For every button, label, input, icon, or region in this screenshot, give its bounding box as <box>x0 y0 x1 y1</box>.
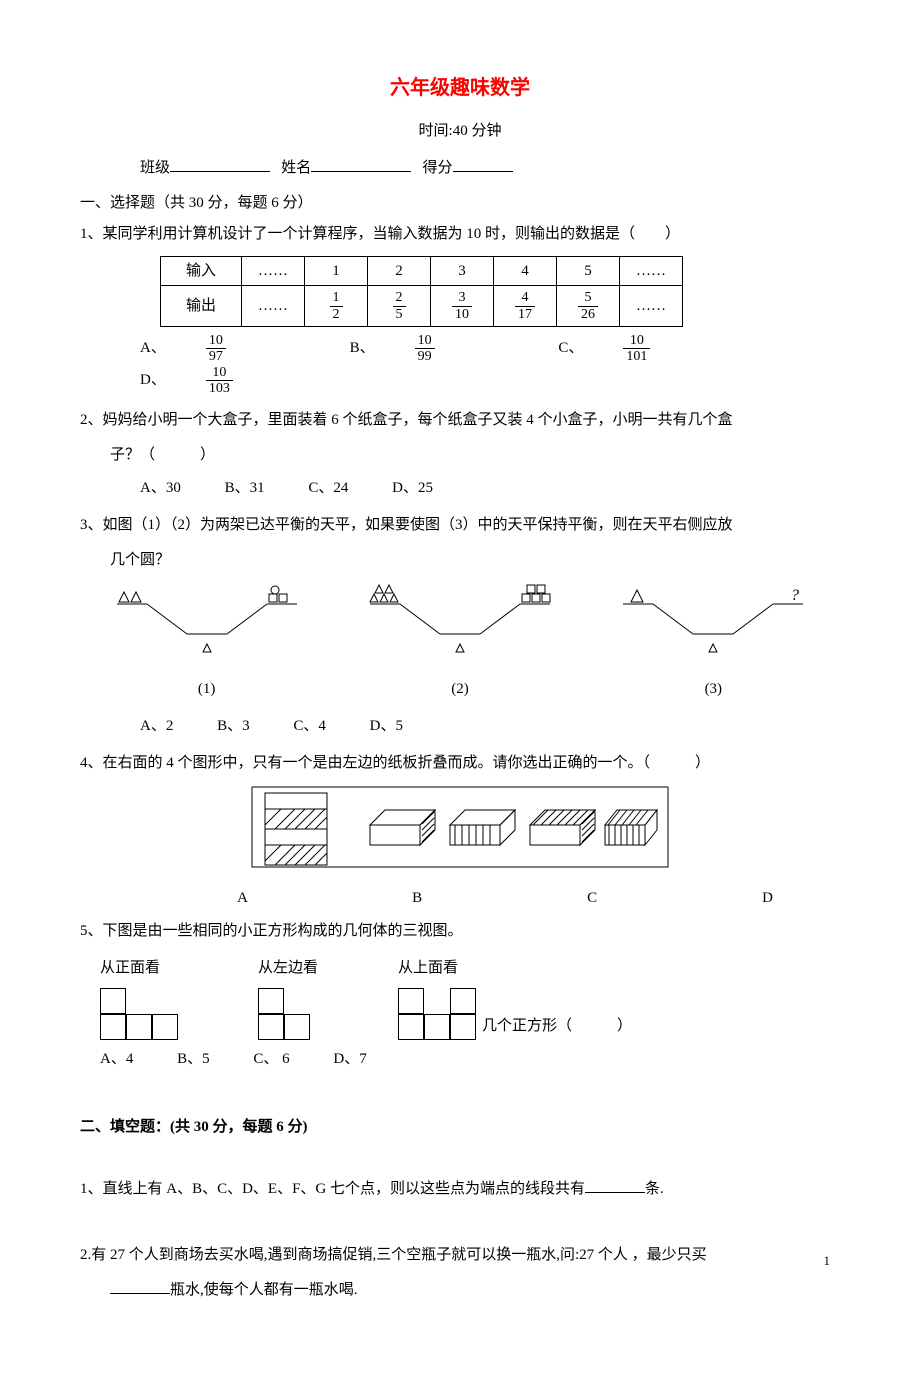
q1-input-label: 输入 <box>161 257 242 286</box>
q5-text: 5、下图是由一些相同的小正方形构成的几何体的三视图。 <box>80 918 840 945</box>
q1-output-label: 输出 <box>161 286 242 327</box>
balance-2: (2) <box>360 584 560 703</box>
q3-options: A、2 B、3 C、4 D、5 <box>140 713 840 740</box>
score-label: 得分 <box>423 160 453 176</box>
balance-1-label: (1) <box>107 676 307 703</box>
q1-table: 输入 …… 1 2 3 4 5 …… 输出 …… 12 25 310 417 5… <box>160 256 683 327</box>
s2-q2: 2.有 27 个人到商场去买水喝,遇到商场搞促销,三个空瓶子就可以换一瓶水,问:… <box>80 1242 840 1269</box>
q1-in-2: 2 <box>368 257 431 286</box>
q1-dots4: …… <box>620 286 683 327</box>
q1-out-2: 25 <box>368 286 431 327</box>
q1-out-4: 417 <box>494 286 557 327</box>
q4-text: 4、在右面的 4 个图形中，只有一个是由左边的纸板折叠而成。请你选出正确的一个。… <box>80 750 840 777</box>
name-blank <box>311 156 411 172</box>
q2-text: 2、妈妈给小明一个大盒子，里面装着 6 个纸盒子，每个纸盒子又装 4 个小盒子，… <box>80 407 840 434</box>
section2-header: 二、填空题：(共 30 分，每题 6 分) <box>80 1114 840 1141</box>
balance-3: ? (3) <box>613 584 813 703</box>
balance-1-svg <box>107 584 307 654</box>
balance-1: (1) <box>107 584 307 703</box>
balance-3-label: (3) <box>613 676 813 703</box>
q2-text-2: 子？（ ） <box>110 442 840 469</box>
q1-dots3: …… <box>242 286 305 327</box>
section1-header: 一、选择题（共 30 分，每题 6 分） <box>80 190 840 217</box>
page-number: 1 <box>824 1249 831 1272</box>
q4-svg <box>250 785 670 875</box>
q5-views: 从正面看 从左边看 从上面看 几个正方形（ ） <box>100 955 840 1040</box>
time-label: 时间:40 分钟 <box>80 118 840 145</box>
q1-in-1: 1 <box>305 257 368 286</box>
s2-q1-blank <box>585 1177 645 1193</box>
q5-options: A、4 B、5 C、 6 D、7 <box>100 1046 840 1073</box>
class-blank <box>170 156 270 172</box>
q1-in-4: 4 <box>494 257 557 286</box>
s2-q2-line2: 瓶水,使每个人都有一瓶水喝. <box>110 1277 840 1304</box>
q1-text: 1、某同学利用计算机设计了一个计算程序，当输入数据为 10 时，则输出的数据是（… <box>80 221 840 248</box>
student-info: 班级 姓名 得分 <box>140 155 840 182</box>
class-label: 班级 <box>140 160 170 176</box>
q1-in-3: 3 <box>431 257 494 286</box>
q3-text: 3、如图（1）（2）为两架已达平衡的天平，如果要使图（3）中的天平保持平衡，则在… <box>80 512 840 539</box>
s2-q2-blank <box>110 1278 170 1294</box>
q1-out-1: 12 <box>305 286 368 327</box>
view-top: 从上面看 几个正方形（ ） <box>398 955 632 1040</box>
view-left: 从左边看 <box>258 955 318 1040</box>
q1-dots2: …… <box>620 257 683 286</box>
balance-diagrams: (1) (2) <box>80 584 840 703</box>
q4-figure: A B C D <box>80 785 840 912</box>
q1-options: A、1097 B、1099 C、10101 D、10103 <box>140 333 840 397</box>
q2-options: A、30 B、31 C、24 D、25 <box>140 475 840 502</box>
page-title: 六年级趣味数学 <box>80 70 840 106</box>
view-front: 从正面看 <box>100 955 178 1040</box>
name-label: 姓名 <box>281 160 311 176</box>
balance-2-svg <box>360 584 560 654</box>
q1-out-5: 526 <box>557 286 620 327</box>
svg-text:?: ? <box>791 587 799 604</box>
score-blank <box>453 156 513 172</box>
q4-labels: A B C D <box>200 885 840 912</box>
balance-3-svg: ? <box>613 584 813 654</box>
balance-2-label: (2) <box>360 676 560 703</box>
s2-q1: 1、直线上有 A、B、C、D、E、F、G 七个点，则以这些点为端点的线段共有条. <box>80 1176 840 1203</box>
q1-out-3: 310 <box>431 286 494 327</box>
q3-text-2: 几个圆？ <box>110 547 840 574</box>
q1-in-5: 5 <box>557 257 620 286</box>
q5-tail: 几个正方形（ ） <box>482 1013 632 1040</box>
q1-dots: …… <box>242 257 305 286</box>
